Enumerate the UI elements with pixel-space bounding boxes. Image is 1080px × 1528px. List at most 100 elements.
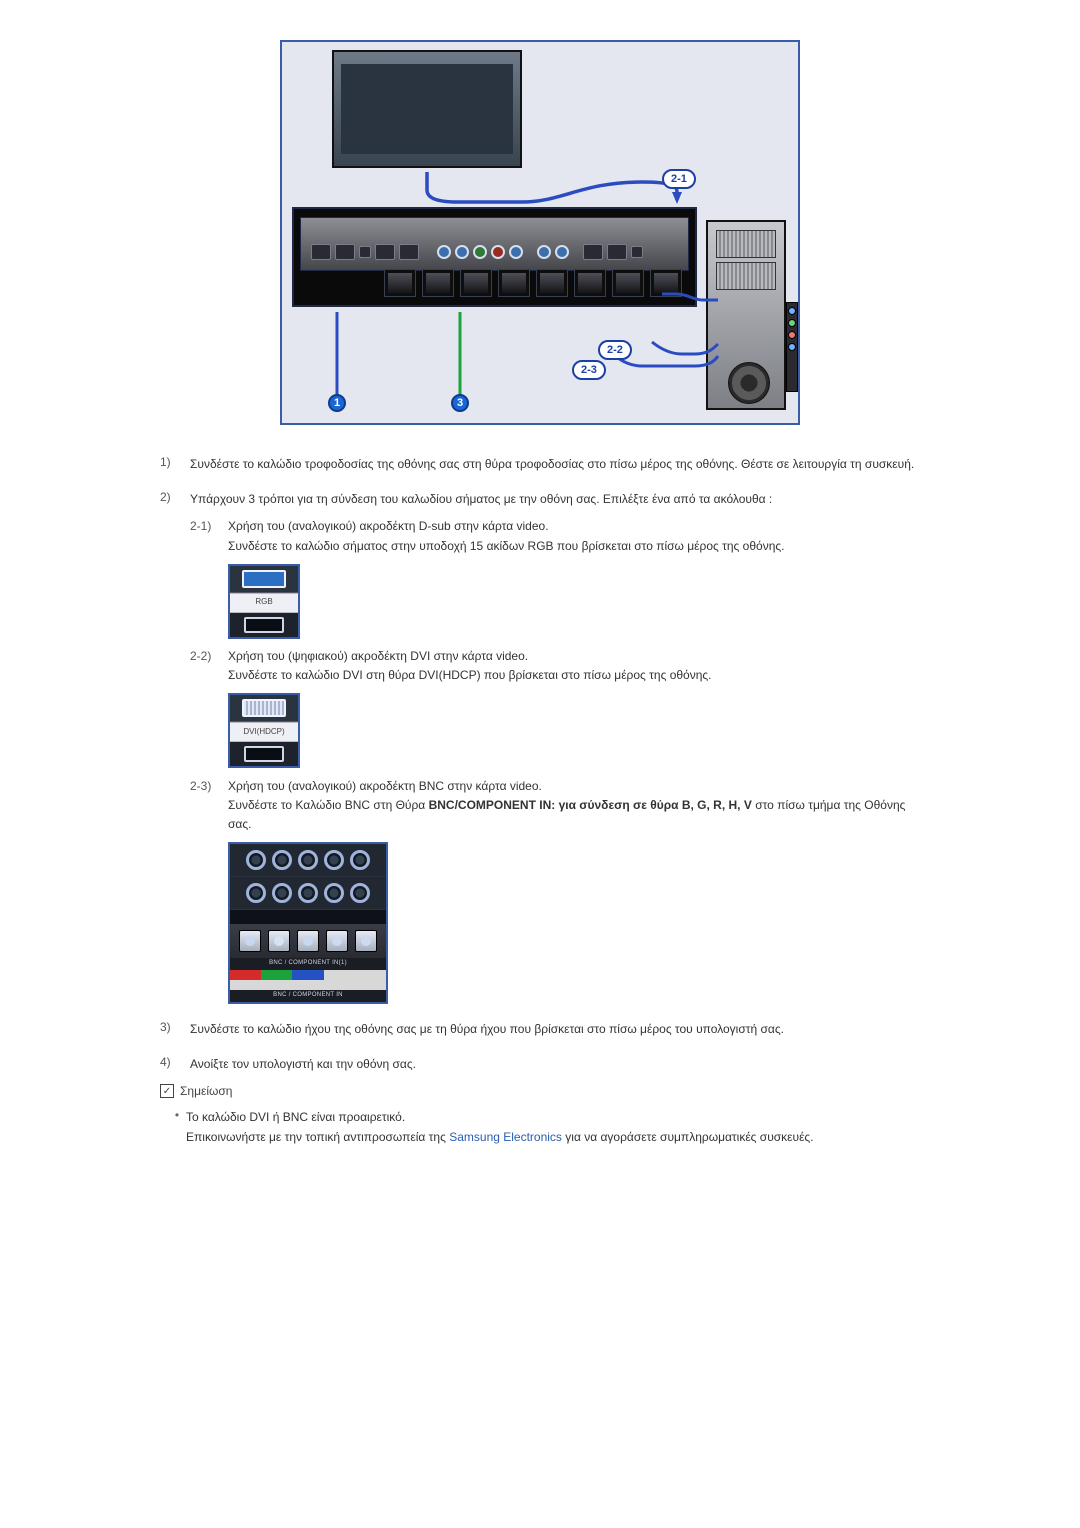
text-bold: BNC/COMPONENT IN: για σύνδεση σε θύρα B,… — [429, 798, 752, 812]
callout-3: 3 — [451, 394, 469, 412]
bullet-line-1: Το καλώδιο DVI ή BNC είναι προαιρετικό. — [186, 1108, 920, 1127]
bnc-port-icon — [437, 245, 451, 259]
color-strip-icon — [230, 970, 386, 980]
bullet-icon: • — [168, 1108, 186, 1146]
callout-2-2: 2-2 — [598, 340, 632, 360]
sub-number: 2-3) — [190, 777, 228, 1005]
bnc-row-icon — [230, 844, 386, 877]
connection-diagram-wrap: 2-1 2-2 2-3 1 3 — [280, 40, 800, 425]
instruction-item-2: 2) Υπάρχουν 3 τρόποι για τη σύνδεση του … — [160, 490, 920, 1004]
item-number: 4) — [160, 1055, 190, 1074]
dvi-figure: DVI(HDCP) — [228, 693, 300, 768]
bnc-port-icon — [509, 245, 523, 259]
bnc-port-icon — [455, 245, 469, 259]
block-icon — [536, 269, 568, 297]
block-icon — [498, 269, 530, 297]
link-samsung[interactable]: Samsung Electronics — [449, 1130, 562, 1144]
dvi-connector-icon — [230, 695, 298, 722]
item-text: Συνδέστε το καλώδιο τροφοδοσίας της οθόν… — [190, 455, 920, 474]
instruction-item-3: 3) Συνδέστε το καλώδιο ήχου της οθόνης σ… — [160, 1020, 920, 1039]
block-icon — [574, 269, 606, 297]
item-text: Ανοίξτε τον υπολογιστή και την οθόνη σας… — [190, 1055, 920, 1074]
item-text: Συνδέστε το καλώδιο ήχου της οθόνης σας … — [190, 1020, 920, 1039]
sub-item-2-2: 2-2) Χρήση του (ψηφιακού) ακροδέκτη DVI … — [190, 647, 920, 769]
port-icon — [583, 244, 603, 260]
port-row — [311, 232, 678, 272]
text-part: Συνδέστε το Καλώδιο BNC στη Θύρα — [228, 798, 429, 812]
vent-icon — [716, 230, 776, 258]
note-label: Σημείωση — [180, 1084, 232, 1098]
bullet-body: Το καλώδιο DVI ή BNC είναι προαιρετικό. … — [186, 1108, 920, 1146]
text-part: Επικοινωνήστε με την τοπική αντιπροσωπεί… — [186, 1130, 449, 1144]
callout-2-3: 2-3 — [572, 360, 606, 380]
sub-body: Χρήση του (ψηφιακού) ακροδέκτη DVI στην … — [228, 647, 920, 769]
item-body: Υπάρχουν 3 τρόποι για τη σύνδεση του καλ… — [190, 490, 920, 1004]
fan-icon — [728, 362, 770, 404]
pc-io — [786, 302, 798, 392]
figure-label: BNC / COMPONENT IN(1) — [230, 958, 386, 970]
slot-icon — [230, 613, 298, 637]
jack-icon — [788, 331, 796, 339]
jack-icon — [788, 319, 796, 327]
sub-line-2: Συνδέστε το καλώδιο DVI στη θύρα DVI(HDC… — [228, 666, 920, 685]
bnc-row-icon — [230, 877, 386, 910]
port-icon — [335, 244, 355, 260]
vent-icon — [716, 262, 776, 290]
instruction-item-4: 4) Ανοίξτε τον υπολογιστή και την οθόνη … — [160, 1055, 920, 1074]
tabs-band-icon — [230, 924, 386, 958]
callout-1: 1 — [328, 394, 346, 412]
item-number: 3) — [160, 1020, 190, 1039]
monitor-front — [332, 50, 522, 168]
jack-icon — [788, 307, 796, 315]
block-icon — [650, 269, 682, 297]
color-strip-icon — [230, 980, 386, 990]
connection-diagram: 2-1 2-2 2-3 1 3 — [280, 40, 800, 425]
item-number: 2) — [160, 490, 190, 1004]
panel-blocks — [384, 269, 685, 299]
jack-icon — [788, 343, 796, 351]
note-label-row: ✓ Σημείωση — [160, 1084, 920, 1098]
sub-item-2-3: 2-3) Χρήση του (αναλογικού) ακροδέκτη BN… — [190, 777, 920, 1005]
block-icon — [612, 269, 644, 297]
sub-body: Χρήση του (αναλογικού) ακροδέκτη D-sub σ… — [228, 517, 920, 639]
sub-line-1: Χρήση του (ψηφιακού) ακροδέκτη DVI στην … — [228, 647, 920, 666]
item-text: Υπάρχουν 3 τρόποι για τη σύνδεση του καλ… — [190, 490, 920, 509]
bnc-port-icon — [473, 245, 487, 259]
checkbox-icon: ✓ — [160, 1084, 174, 1098]
block-icon — [384, 269, 416, 297]
sub-item-2-1: 2-1) Χρήση του (αναλογικού) ακροδέκτη D-… — [190, 517, 920, 639]
instruction-item-1: 1) Συνδέστε το καλώδιο τροφοδοσίας της ο… — [160, 455, 920, 474]
bnc-port-icon — [491, 245, 505, 259]
port-icon — [375, 244, 395, 260]
dsub-figure: RGB — [228, 564, 300, 639]
sub-line-1: Χρήση του (αναλογικού) ακροδέκτη D-sub σ… — [228, 517, 920, 536]
sub-number: 2-2) — [190, 647, 228, 769]
item-number: 1) — [160, 455, 190, 474]
port-icon — [399, 244, 419, 260]
pc-tower — [706, 220, 786, 410]
port-strip — [300, 217, 689, 271]
instruction-list: 1) Συνδέστε το καλώδιο τροφοδοσίας της ο… — [160, 455, 920, 1147]
figure-label: RGB — [230, 593, 298, 613]
note-bullet: • Το καλώδιο DVI ή BNC είναι προαιρετικό… — [168, 1108, 920, 1146]
sub-line-2: Συνδέστε το Καλώδιο BNC στη Θύρα BNC/COM… — [228, 796, 920, 834]
audio-port-icon — [537, 245, 551, 259]
slot-icon — [230, 742, 298, 766]
bnc-figure: BNC / COMPONENT IN(1) BNC / COMPONENT IN — [228, 842, 388, 1004]
sub-number: 2-1) — [190, 517, 228, 639]
divider — [230, 910, 386, 924]
sub-line-1: Χρήση του (αναλογικού) ακροδέκτη BNC στη… — [228, 777, 920, 796]
callout-2-1: 2-1 — [662, 169, 696, 189]
block-icon — [422, 269, 454, 297]
port-icon — [311, 244, 331, 260]
block-icon — [460, 269, 492, 297]
figure-label: DVI(HDCP) — [230, 722, 298, 742]
figure-label: BNC / COMPONENT IN — [230, 990, 386, 1002]
page: 2-1 2-2 2-3 1 3 1) Συνδέστε το καλώδιο τ… — [160, 40, 920, 1147]
port-icon — [359, 246, 371, 258]
bullet-line-2: Επικοινωνήστε με την τοπική αντιπροσωπεί… — [186, 1128, 920, 1147]
text-part: για να αγοράσετε συμπληρωματικές συσκευέ… — [562, 1130, 814, 1144]
audio-port-icon — [555, 245, 569, 259]
vga-connector-icon — [230, 566, 298, 593]
port-icon — [607, 244, 627, 260]
